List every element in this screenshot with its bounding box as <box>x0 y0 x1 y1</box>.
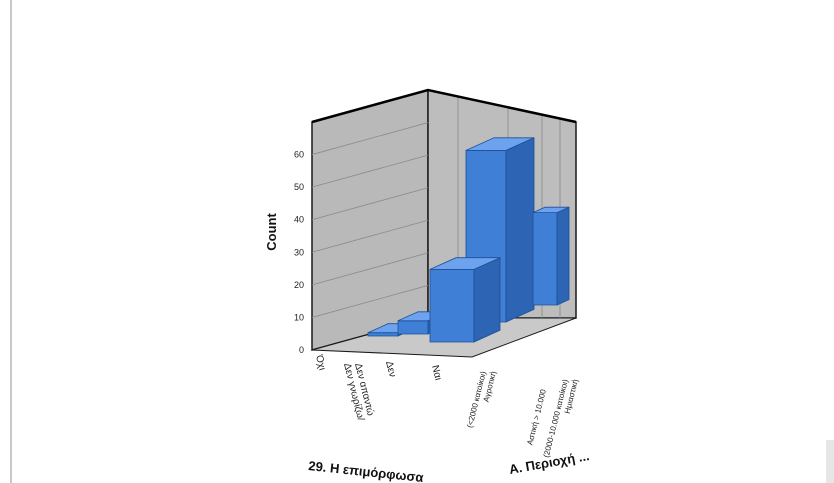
bar-face <box>429 268 475 343</box>
z-axis-tick-labels: Ημιαστική(2000-10.000 κατοίκοι)Αστική > … <box>465 370 580 459</box>
x-tick-label: Όχι <box>313 353 328 371</box>
bars <box>367 137 570 343</box>
gridline <box>311 122 429 155</box>
y-tick-label: 30 <box>294 247 304 257</box>
y-tick-label: 0 <box>299 345 304 355</box>
y-tick-label: 20 <box>294 280 304 290</box>
x-tick-label: Ναι <box>429 364 443 381</box>
bar-face <box>532 212 558 306</box>
gridline <box>311 285 429 318</box>
y-tick-label: 60 <box>294 150 304 160</box>
x-axis-label: 29. Η επιμόρφωσα <box>308 458 424 483</box>
top-edge <box>311 88 577 124</box>
bar-side <box>473 257 501 343</box>
bar-top <box>532 206 570 214</box>
bar <box>532 206 570 306</box>
bar-side <box>556 206 570 306</box>
bar-top <box>429 257 501 270</box>
y-axis-label: Count <box>264 213 279 251</box>
window-edge <box>10 0 12 483</box>
x-tick-label: Δεν <box>383 360 398 378</box>
z-tick-label: Αστική > 10.000 <box>525 388 548 446</box>
y-tick-label: 40 <box>294 215 304 225</box>
y-tick-label: 50 <box>294 182 304 192</box>
bar-face <box>397 320 429 335</box>
gridline <box>311 252 429 286</box>
bar-face <box>367 332 399 337</box>
gridline <box>311 187 429 221</box>
bar <box>429 257 501 343</box>
left-wall <box>311 89 429 351</box>
x-axis-tick-labels: Όχι Δεν γνωρίζω/Δεν απαντώ Δεν Ναι <box>313 353 444 422</box>
y-axis-ticks: 0 10 20 30 40 50 60 <box>294 150 304 355</box>
bar-top <box>465 137 535 151</box>
window-edge-right <box>826 440 834 483</box>
bar-side <box>505 137 535 323</box>
gridline <box>311 219 429 253</box>
gridline <box>311 154 429 188</box>
y-tick-label: 10 <box>294 312 304 322</box>
